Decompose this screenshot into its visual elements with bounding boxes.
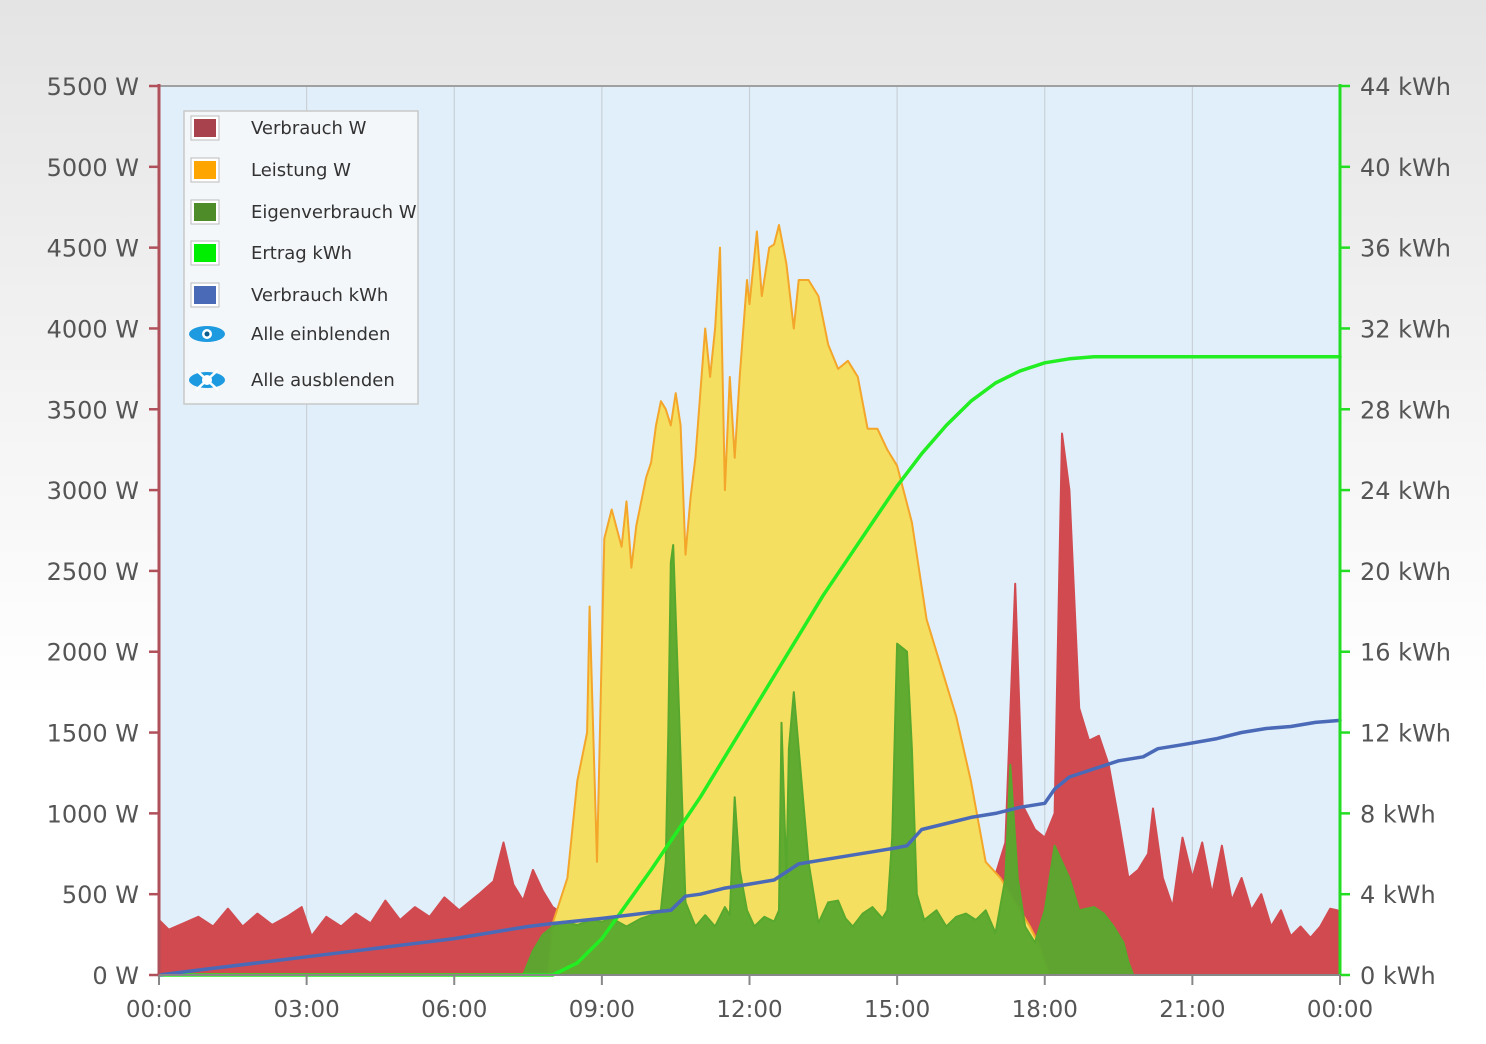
y-right-tick-label: 24 kWh xyxy=(1360,477,1451,505)
legend-label: Alle einblenden xyxy=(251,324,390,345)
y-right-tick-label: 40 kWh xyxy=(1360,154,1451,182)
legend-label: Ertrag kWh xyxy=(251,243,352,264)
legend-item-leistung-w[interactable]: Leistung W xyxy=(190,157,351,183)
y-right-tick-label: 8 kWh xyxy=(1360,800,1436,828)
strike-line xyxy=(195,369,219,391)
legend-label: Eigenverbrauch W xyxy=(251,202,417,223)
x-tick-label: 15:00 xyxy=(864,997,930,1023)
axes: 0 W 500 W 1000 W 1500 W 2000 W 2500 W 3000 W 35… xyxy=(47,73,1451,1023)
eye-pupil xyxy=(204,331,210,337)
legend-item-ertrag-kwh[interactable]: Ertrag kWh xyxy=(190,240,352,266)
legend-label: Verbrauch kWh xyxy=(251,285,388,306)
y-left-tick-label: 500 W xyxy=(62,881,139,909)
x-tick-label: 18:00 xyxy=(1012,997,1078,1023)
legend-label: Leistung W xyxy=(251,160,351,181)
x-tick-label: 06:00 xyxy=(421,997,487,1023)
y-left-tick-label: 2000 W xyxy=(47,639,139,667)
y-right-tick-label: 12 kWh xyxy=(1360,720,1451,748)
y-left-tick-label: 3000 W xyxy=(47,477,139,505)
x-tick-label: 09:00 xyxy=(569,997,635,1023)
series-line-verbrauch-kwh xyxy=(157,718,1342,977)
x-tick-label: 21:00 xyxy=(1159,997,1225,1023)
legend-item-verbrauch-w[interactable]: Verbrauch W xyxy=(190,115,367,141)
x-tick-label: 12:00 xyxy=(716,997,782,1023)
legend-item-alle-ausblenden[interactable]: Alle ausblenden xyxy=(189,369,395,391)
eye-icon xyxy=(189,326,225,342)
legend-swatch xyxy=(194,203,216,221)
y-left-tick-label: 0 W xyxy=(92,962,139,990)
y-left-tick-label: 4500 W xyxy=(47,235,139,263)
legend-swatch xyxy=(194,286,216,304)
y-right-tick-label: 44 kWh xyxy=(1360,73,1451,101)
series-line-ertrag-kwh xyxy=(157,354,1342,977)
y-right-tick-label: 32 kWh xyxy=(1360,315,1451,343)
legend: Verbrauch W Leistung W Eigenverbrauch W Ert… xyxy=(183,110,419,405)
eye-hidden-icon xyxy=(189,369,225,391)
y-left-tick-label: 1000 W xyxy=(47,800,139,828)
y-left-tick-label: 4000 W xyxy=(47,315,139,343)
y-right-tick-label: 28 kWh xyxy=(1360,396,1451,424)
legend-swatch xyxy=(194,244,216,262)
legend-swatch xyxy=(194,161,216,179)
y-left-tick-label: 1500 W xyxy=(47,720,139,748)
y-left-tick-label: 2500 W xyxy=(47,558,139,586)
legend-label: Alle ausblenden xyxy=(251,370,395,391)
y-left-tick-label: 5000 W xyxy=(47,154,139,182)
series-area-eigenverbrauch-w xyxy=(522,544,1135,976)
x-tick-label: 00:00 xyxy=(126,997,192,1023)
series-layer xyxy=(157,224,1342,977)
x-tick-label: 03:00 xyxy=(273,997,339,1023)
y-right-tick-label: 20 kWh xyxy=(1360,558,1451,586)
y-left-tick-label: 3500 W xyxy=(47,396,139,424)
x-tick-label: 00:00 xyxy=(1307,997,1373,1023)
y-right-tick-label: 16 kWh xyxy=(1360,639,1451,667)
legend-item-eigenverbrauch-w[interactable]: Eigenverbrauch W xyxy=(190,199,417,225)
legend-item-verbrauch-kwh[interactable]: Verbrauch kWh xyxy=(190,282,388,308)
y-right-tick-label: 4 kWh xyxy=(1360,881,1436,909)
y-right-tick-label: 36 kWh xyxy=(1360,235,1451,263)
legend-item-alle-einblenden[interactable]: Alle einblenden xyxy=(189,324,390,345)
y-right-tick-label: 0 kWh xyxy=(1360,962,1436,990)
legend-swatch xyxy=(194,119,216,137)
legend-label: Verbrauch W xyxy=(251,118,367,139)
y-left-tick-label: 5500 W xyxy=(47,73,139,101)
legend-box xyxy=(183,110,419,405)
